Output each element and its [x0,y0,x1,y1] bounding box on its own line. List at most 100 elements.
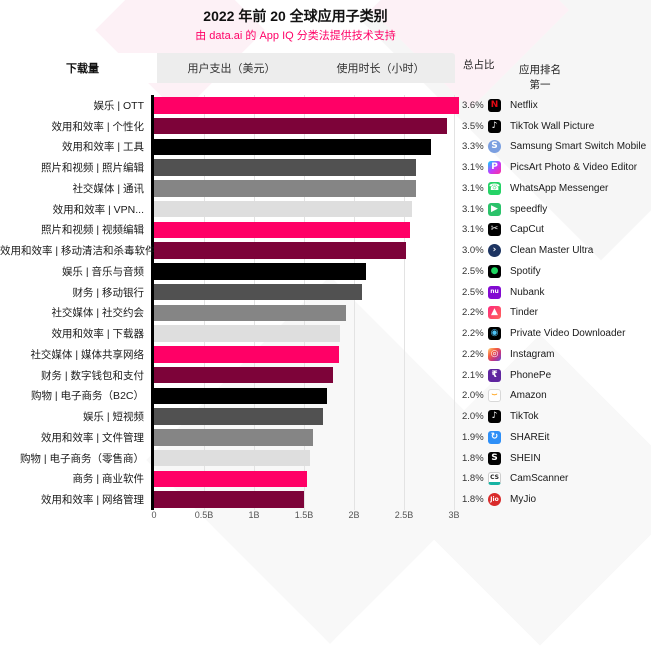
bar-zone [154,427,462,448]
bar-zone [154,137,462,158]
top-app-name: Instagram [510,348,555,360]
chart-row: 照片和视频 | 视频编辑 3.1% ✂ CapCut [0,220,651,241]
netflix-icon: N [488,98,501,112]
category-label: 购物 | 电子商务（零售商） [19,452,144,465]
bar-zone [154,489,462,510]
chart-row: 娱乐 | 音乐与音频 2.5% ● Spotify [0,261,651,282]
category-label: 社交媒体 | 通讯 [72,182,144,195]
share-value: 1.8% [462,452,484,464]
tab-consumer-spend[interactable]: 用户支出（美元） [187,63,276,75]
share-value: 2.2% [462,328,484,340]
download-bar[interactable] [154,408,323,425]
whatsapp-icon: ☎ [488,181,501,195]
tiktok-wall-picture-icon: ♪ [488,119,501,133]
download-bar[interactable] [154,283,362,301]
bar-zone [154,178,462,199]
top-app-name: PhonePe [510,369,552,381]
download-bar[interactable] [154,346,339,363]
download-bar[interactable] [154,304,346,321]
x-tick-label: 1.5B [294,510,314,520]
x-tick-label: 0 [151,510,157,520]
download-bar[interactable] [154,159,416,176]
share-value: 2.0% [462,390,484,402]
download-bar[interactable] [154,366,333,384]
bar-zone [154,344,462,365]
category-label: 财务 | 数字钱包和支付 [40,369,144,382]
bar-zone [154,303,462,324]
download-bar[interactable] [154,200,412,218]
bar-zone [154,469,462,490]
column-header-rank-line1: 应用排名 [519,64,561,76]
download-bar[interactable] [154,491,304,508]
category-label: 效用和效率 | 工具 [61,141,144,154]
category-label: 效用和效率 | 网络管理 [40,494,144,507]
share-value: 2.5% [462,265,484,277]
download-bar[interactable] [154,325,340,342]
chart-row: 社交媒体 | 通讯 3.1% ☎ WhatsApp Messenger [0,178,651,199]
top-app-name: Netflix [510,99,538,111]
category-label: 效用和效率 | VPN... [52,203,144,216]
top-app-name: CamScanner [510,473,569,485]
share-value: 3.1% [462,224,484,236]
top-app-name: Spotify [510,265,541,277]
category-label: 娱乐 | OTT [93,99,144,112]
bar-zone [154,261,462,282]
top-app-name: TikTok [510,411,539,423]
top-app-name: CapCut [510,224,544,236]
share-value: 3.3% [462,141,484,153]
x-tick-label: 1B [248,510,260,520]
share-value: 2.0% [462,411,484,423]
download-bar[interactable] [154,117,447,135]
bar-zone [154,448,462,469]
top-app-name: SHAREit [510,431,550,443]
share-value: 2.2% [462,307,484,319]
category-label: 照片和视频 | 照片编辑 [40,162,144,175]
chart-row: 娱乐 | 短视频 2.0% ♪ TikTok [0,406,651,427]
bar-chart: 娱乐 | OTT 3.6% N Netflix 效用和效率 | 个性化 3.5% ♪ TikT… [0,95,651,510]
chart-row: 购物 | 电子商务（B2C） 2.0% ⌣ Amazon [0,386,651,407]
spotify-icon: ● [488,264,501,278]
chart-row: 效用和效率 | 移动清洁和杀毒软件 3.0% › Clean Master Ultra [0,240,651,261]
phonepe-icon: ₹ [488,368,501,382]
download-bar[interactable] [154,97,459,114]
shein-icon: S [488,451,501,465]
share-value: 2.2% [462,348,484,360]
x-tick-label: 2B [348,510,360,520]
category-label: 购物 | 电子商务（B2C） [31,390,144,403]
top-app-name: PicsArt Photo & Video Editor [510,162,638,174]
tab-downloads[interactable]: 下载量 [8,53,157,83]
download-bar[interactable] [154,387,327,404]
top-app-name: Amazon [510,390,547,402]
bar-zone [154,365,462,386]
category-label: 效用和效率 | 个性化 [51,120,144,133]
category-label: 效用和效率 | 移动清洁和杀毒软件 [0,245,156,258]
chart-row: 效用和效率 | 下载器 2.2% ◉ Private Video Downloader [0,323,651,344]
download-bar[interactable] [154,429,313,446]
share-value: 2.1% [462,369,484,381]
bar-zone [154,282,462,303]
bar-zone [154,157,462,178]
share-value: 3.1% [462,162,484,174]
chart-row: 效用和效率 | VPN... 3.1% ▶ speedfly [0,199,651,220]
myjio-icon: Jio [488,493,501,507]
tab-time-spent[interactable]: 使用时长（小时） [336,63,425,75]
column-header-rank-line2: 第一 [529,79,551,91]
download-bar[interactable] [154,470,307,487]
top-app-name: WhatsApp Messenger [510,182,609,194]
chart-row: 商务 | 商业软件 1.8% CS CamScanner [0,469,651,490]
top-app-name: SHEIN [510,452,541,464]
download-bar[interactable] [154,242,406,259]
download-bar[interactable] [154,138,431,155]
download-bar[interactable] [154,221,410,238]
picsart-icon: P [488,161,501,175]
download-bar[interactable] [154,263,366,280]
download-bar[interactable] [154,449,310,467]
category-label: 财务 | 移动银行 [72,286,144,299]
top-app-name: Private Video Downloader [510,328,626,340]
download-bar[interactable] [154,180,416,197]
category-label: 照片和视频 | 视频编辑 [40,224,144,237]
share-value: 3.5% [462,120,484,132]
chart-row: 照片和视频 | 照片编辑 3.1% P PicsArt Photo & Video E… [0,157,651,178]
x-tick-label: 0.5B [194,510,214,520]
top-app-name: TikTok Wall Picture [510,120,595,132]
